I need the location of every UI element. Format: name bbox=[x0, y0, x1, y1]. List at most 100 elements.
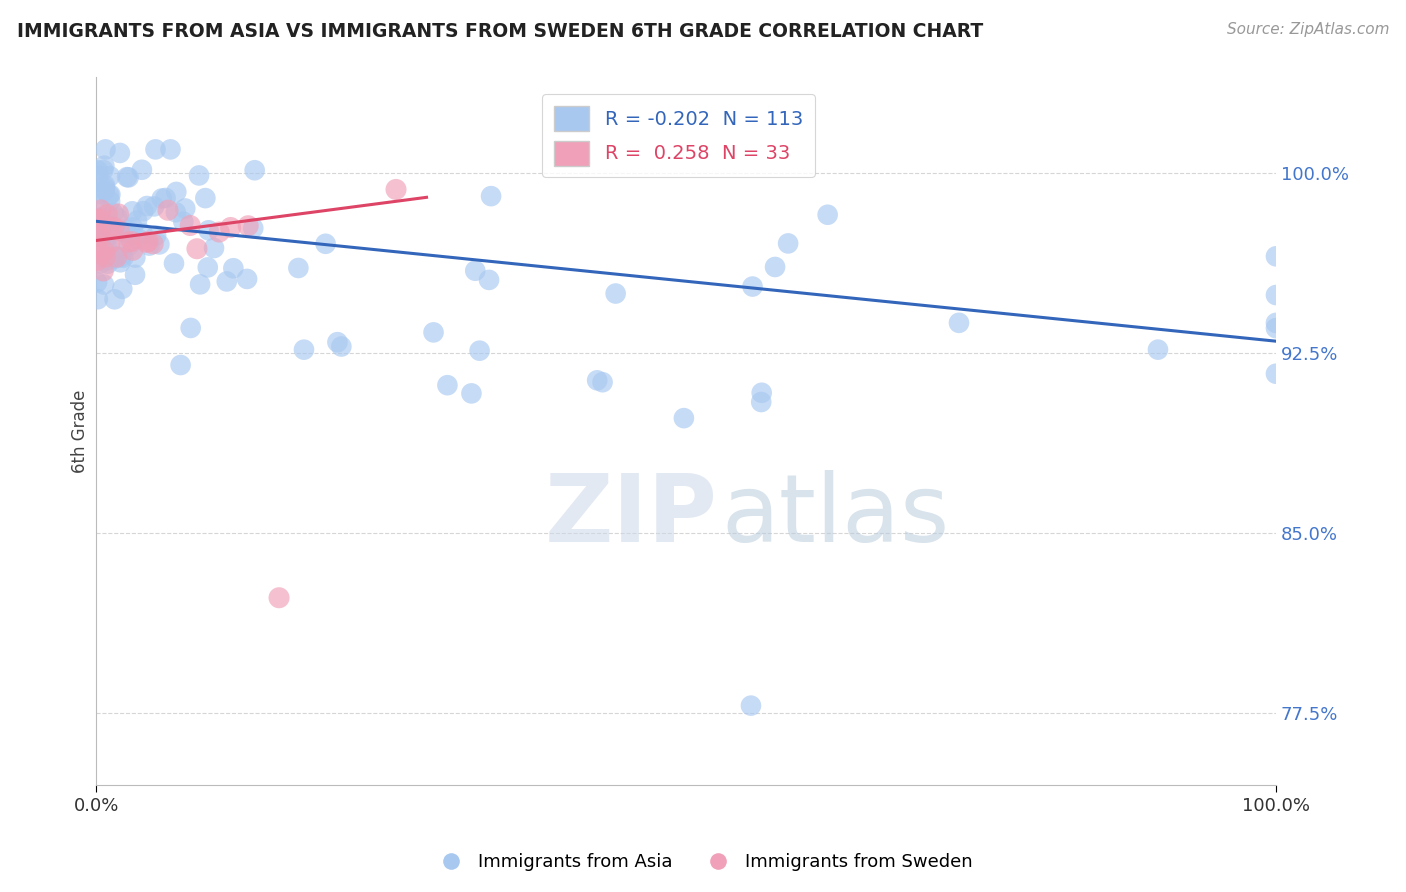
Point bbox=[751, 385, 773, 400]
Point bbox=[121, 235, 143, 249]
Point bbox=[110, 250, 132, 264]
Point bbox=[128, 232, 150, 246]
Point bbox=[94, 181, 117, 195]
Point bbox=[145, 228, 167, 243]
Point bbox=[422, 326, 444, 340]
Point bbox=[86, 225, 108, 239]
Point bbox=[86, 221, 108, 235]
Text: IMMIGRANTS FROM ASIA VS IMMIGRANTS FROM SWEDEN 6TH GRADE CORRELATION CHART: IMMIGRANTS FROM ASIA VS IMMIGRANTS FROM … bbox=[17, 22, 983, 41]
Point bbox=[87, 169, 110, 183]
Text: Source: ZipAtlas.com: Source: ZipAtlas.com bbox=[1226, 22, 1389, 37]
Point bbox=[94, 250, 117, 264]
Point bbox=[672, 411, 695, 425]
Point bbox=[103, 293, 125, 307]
Point bbox=[108, 145, 131, 160]
Point bbox=[150, 192, 173, 206]
Point bbox=[86, 253, 108, 268]
Point bbox=[163, 256, 186, 270]
Point bbox=[236, 272, 259, 286]
Point bbox=[156, 203, 179, 218]
Point bbox=[605, 286, 627, 301]
Point bbox=[98, 241, 121, 255]
Point bbox=[242, 221, 264, 235]
Point bbox=[104, 252, 127, 266]
Point bbox=[96, 207, 118, 221]
Point bbox=[87, 292, 110, 306]
Point bbox=[104, 250, 127, 264]
Point bbox=[292, 343, 315, 357]
Point bbox=[174, 202, 197, 216]
Point bbox=[436, 378, 458, 392]
Point bbox=[89, 227, 111, 241]
Point bbox=[592, 375, 614, 389]
Point bbox=[103, 206, 125, 220]
Point bbox=[87, 229, 110, 244]
Point bbox=[97, 253, 120, 268]
Point bbox=[89, 212, 111, 227]
Point bbox=[94, 178, 117, 193]
Point bbox=[740, 698, 762, 713]
Point bbox=[93, 163, 115, 178]
Point bbox=[741, 279, 763, 293]
Point bbox=[243, 163, 266, 178]
Point bbox=[478, 273, 501, 287]
Point bbox=[90, 247, 112, 261]
Point bbox=[169, 358, 191, 372]
Point bbox=[315, 236, 337, 251]
Point bbox=[330, 339, 353, 353]
Point bbox=[143, 199, 166, 213]
Point bbox=[90, 202, 112, 217]
Y-axis label: 6th Grade: 6th Grade bbox=[72, 390, 89, 473]
Point bbox=[93, 184, 115, 198]
Point bbox=[238, 219, 260, 233]
Point bbox=[817, 208, 839, 222]
Point bbox=[202, 241, 225, 255]
Point bbox=[208, 225, 231, 239]
Point bbox=[197, 223, 219, 237]
Point bbox=[100, 220, 122, 235]
Point bbox=[188, 169, 211, 183]
Point bbox=[98, 228, 121, 243]
Point bbox=[86, 163, 108, 178]
Text: atlas: atlas bbox=[721, 470, 949, 562]
Point bbox=[90, 256, 112, 270]
Point bbox=[98, 169, 121, 184]
Point bbox=[145, 142, 167, 156]
Point bbox=[197, 260, 219, 275]
Point bbox=[97, 257, 120, 271]
Point bbox=[100, 187, 122, 202]
Point bbox=[110, 255, 132, 269]
Point bbox=[188, 277, 211, 292]
Point bbox=[1265, 249, 1288, 263]
Point bbox=[124, 251, 146, 265]
Point bbox=[586, 373, 609, 387]
Point bbox=[94, 142, 117, 156]
Point bbox=[111, 282, 134, 296]
Point bbox=[165, 185, 187, 199]
Point bbox=[89, 218, 111, 232]
Point bbox=[118, 229, 141, 244]
Point bbox=[385, 182, 408, 196]
Point bbox=[98, 194, 121, 209]
Point bbox=[90, 211, 112, 225]
Point bbox=[86, 212, 108, 227]
Point bbox=[121, 244, 143, 258]
Point bbox=[124, 268, 146, 282]
Point bbox=[132, 204, 155, 219]
Point bbox=[114, 222, 136, 236]
Point bbox=[93, 159, 115, 173]
Point bbox=[778, 236, 800, 251]
Point bbox=[1265, 321, 1288, 335]
Point bbox=[219, 220, 242, 235]
Point bbox=[112, 251, 135, 265]
Legend: Immigrants from Asia, Immigrants from Sweden: Immigrants from Asia, Immigrants from Sw… bbox=[426, 847, 980, 879]
Point bbox=[105, 211, 128, 225]
Point bbox=[155, 191, 177, 205]
Point bbox=[222, 261, 245, 276]
Point bbox=[287, 260, 309, 275]
Point bbox=[131, 227, 153, 241]
Point bbox=[479, 189, 502, 203]
Point bbox=[180, 321, 202, 335]
Point bbox=[749, 395, 772, 409]
Point bbox=[135, 235, 157, 250]
